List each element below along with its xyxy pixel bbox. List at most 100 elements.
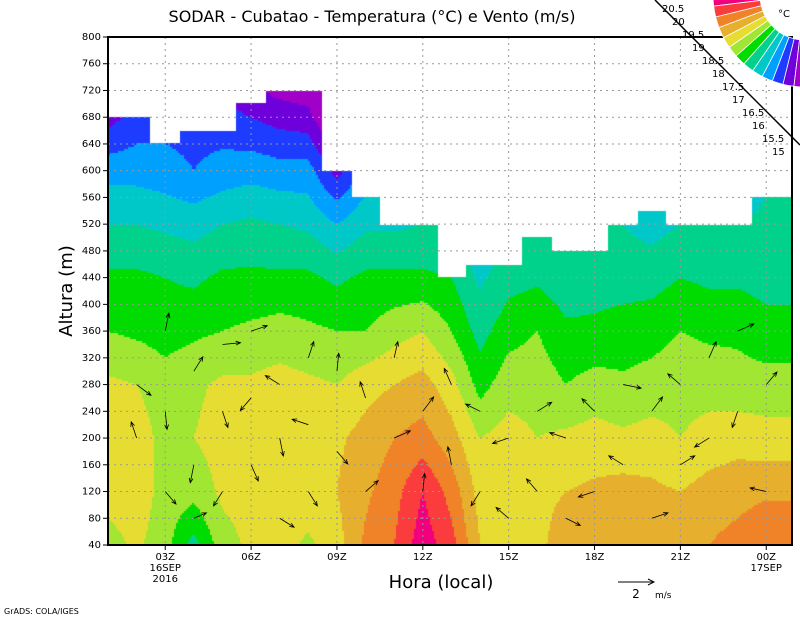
temperature-field: [108, 37, 792, 545]
wind-arrow: [193, 512, 208, 519]
y-tick-label: 320: [82, 353, 101, 364]
x-tick-label: 00Z: [756, 552, 776, 563]
colorbar-label: 16: [752, 121, 765, 132]
wind-arrow: [250, 464, 259, 482]
y-tick-label: 120: [82, 487, 101, 498]
wind-arrow: [393, 340, 400, 358]
wind-arrow: [495, 506, 509, 519]
wind-arrow: [164, 411, 169, 431]
wind-arrow: [548, 431, 567, 439]
y-tick-label: 760: [82, 59, 101, 70]
colorbar-divider: [654, 0, 800, 146]
colorbar-labels: 20.5 20 19.5 19 18.5 18 17.5 17 16.5 16 15.5 15: [662, 4, 785, 158]
grads-credit: GrADS: COLA/IGES: [4, 607, 79, 616]
wind-arrow: [565, 517, 582, 526]
colorbar-swatch: [793, 39, 800, 88]
wind-arrow: [749, 486, 767, 492]
y-tick-label: 480: [82, 246, 101, 257]
colorbar-label: 19: [692, 43, 705, 54]
wind-arrow: [394, 430, 412, 439]
colorbar-label: 15.5: [762, 134, 784, 145]
y-tick-label: 560: [82, 192, 101, 203]
y-axis-label: Altura (m): [56, 245, 77, 337]
wind-arrow: [446, 445, 452, 465]
wind-arrow: [737, 323, 755, 332]
wind-arrow: [307, 491, 318, 507]
wind-arrow: [264, 375, 280, 385]
colorbar-label: 16.5: [742, 108, 764, 119]
x-tick-year: 2016: [153, 574, 178, 585]
wind-arrow: [291, 418, 309, 426]
colorbar-label: 17.5: [722, 82, 744, 93]
y-tick-label: 520: [82, 219, 101, 230]
wind-arrow: [577, 491, 595, 498]
wind-arrow: [708, 340, 717, 359]
x-tick-label: 06Z: [241, 552, 261, 563]
wind-arrow: [336, 451, 349, 465]
wind-arrow: [359, 380, 366, 399]
wind-arrow: [222, 340, 242, 346]
wind-arrow: [222, 411, 229, 429]
wind-arrow: [164, 312, 171, 332]
wind-arrow: [667, 373, 681, 385]
y-tick-label: 280: [82, 380, 101, 391]
wind-arrow: [525, 478, 538, 492]
y-tick-label: 240: [82, 406, 101, 417]
x-tick-label: 03Z: [155, 552, 175, 563]
wind-reference: 2 m/s: [618, 578, 672, 601]
chart-title: SODAR - Cubatao - Temperatura (°C) e Ven…: [169, 7, 576, 26]
wind-arrow: [607, 455, 624, 466]
wind-arrow: [731, 411, 739, 429]
wind-reference-unit: m/s: [655, 591, 672, 601]
x-axis-label: Hora (local): [389, 572, 494, 593]
wind-arrow: [365, 480, 379, 492]
x-tick-label: 21Z: [671, 552, 691, 563]
x-tick-date: 16SEP: [150, 563, 181, 574]
x-tick-label: 12Z: [413, 552, 433, 563]
wind-arrow: [136, 384, 152, 396]
wind-arrow: [581, 397, 595, 412]
wind-arrow: [765, 371, 778, 385]
x-tick-label: 18Z: [585, 552, 605, 563]
wind-reference-value: 2: [632, 587, 640, 601]
y-tick-label: 80: [88, 513, 101, 524]
y-tick-label: 160: [82, 460, 101, 471]
wind-arrow: [421, 472, 427, 492]
x-tick-label: 09Z: [327, 552, 347, 563]
wind-arrow: [470, 491, 481, 507]
x-tick-date: 17SEP: [751, 563, 782, 574]
y-tick-label: 720: [82, 85, 101, 96]
colorbar-label: 18: [712, 69, 725, 80]
wind-arrow: [443, 367, 452, 385]
wind-arrow: [537, 401, 553, 412]
wind-arrow: [193, 355, 204, 372]
colorbar-label: 19.5: [682, 30, 704, 41]
y-tick-label: 640: [82, 139, 101, 150]
colorbar-label: 17: [732, 95, 745, 106]
y-tick-label: 440: [82, 273, 101, 284]
wind-arrow: [491, 437, 509, 445]
colorbar-label: 18.5: [702, 56, 724, 67]
wind-arrow: [422, 396, 435, 412]
grid-lines: [108, 37, 792, 545]
colorbar-label: 15: [772, 147, 785, 158]
y-axis: 40 80 120 160 200 240 280 320 360 400 440 480 520 560…: [82, 32, 108, 551]
plot-frame: [107, 36, 793, 546]
wind-arrow: [239, 397, 252, 412]
wind-arrow: [307, 340, 315, 358]
wind-reference-arrowhead: [647, 578, 656, 586]
y-tick-label: 600: [82, 166, 101, 177]
wind-arrow: [188, 464, 195, 484]
wind-arrow: [651, 512, 669, 519]
wind-arrow: [164, 491, 177, 505]
colorbar-label: 20.5: [662, 4, 684, 15]
y-tick-label: 680: [82, 112, 101, 123]
wind-arrow: [693, 437, 710, 448]
y-tick-label: 400: [82, 299, 101, 310]
wind-arrow: [623, 384, 643, 390]
wind-arrow: [212, 491, 223, 507]
wind-arrow: [279, 437, 285, 458]
